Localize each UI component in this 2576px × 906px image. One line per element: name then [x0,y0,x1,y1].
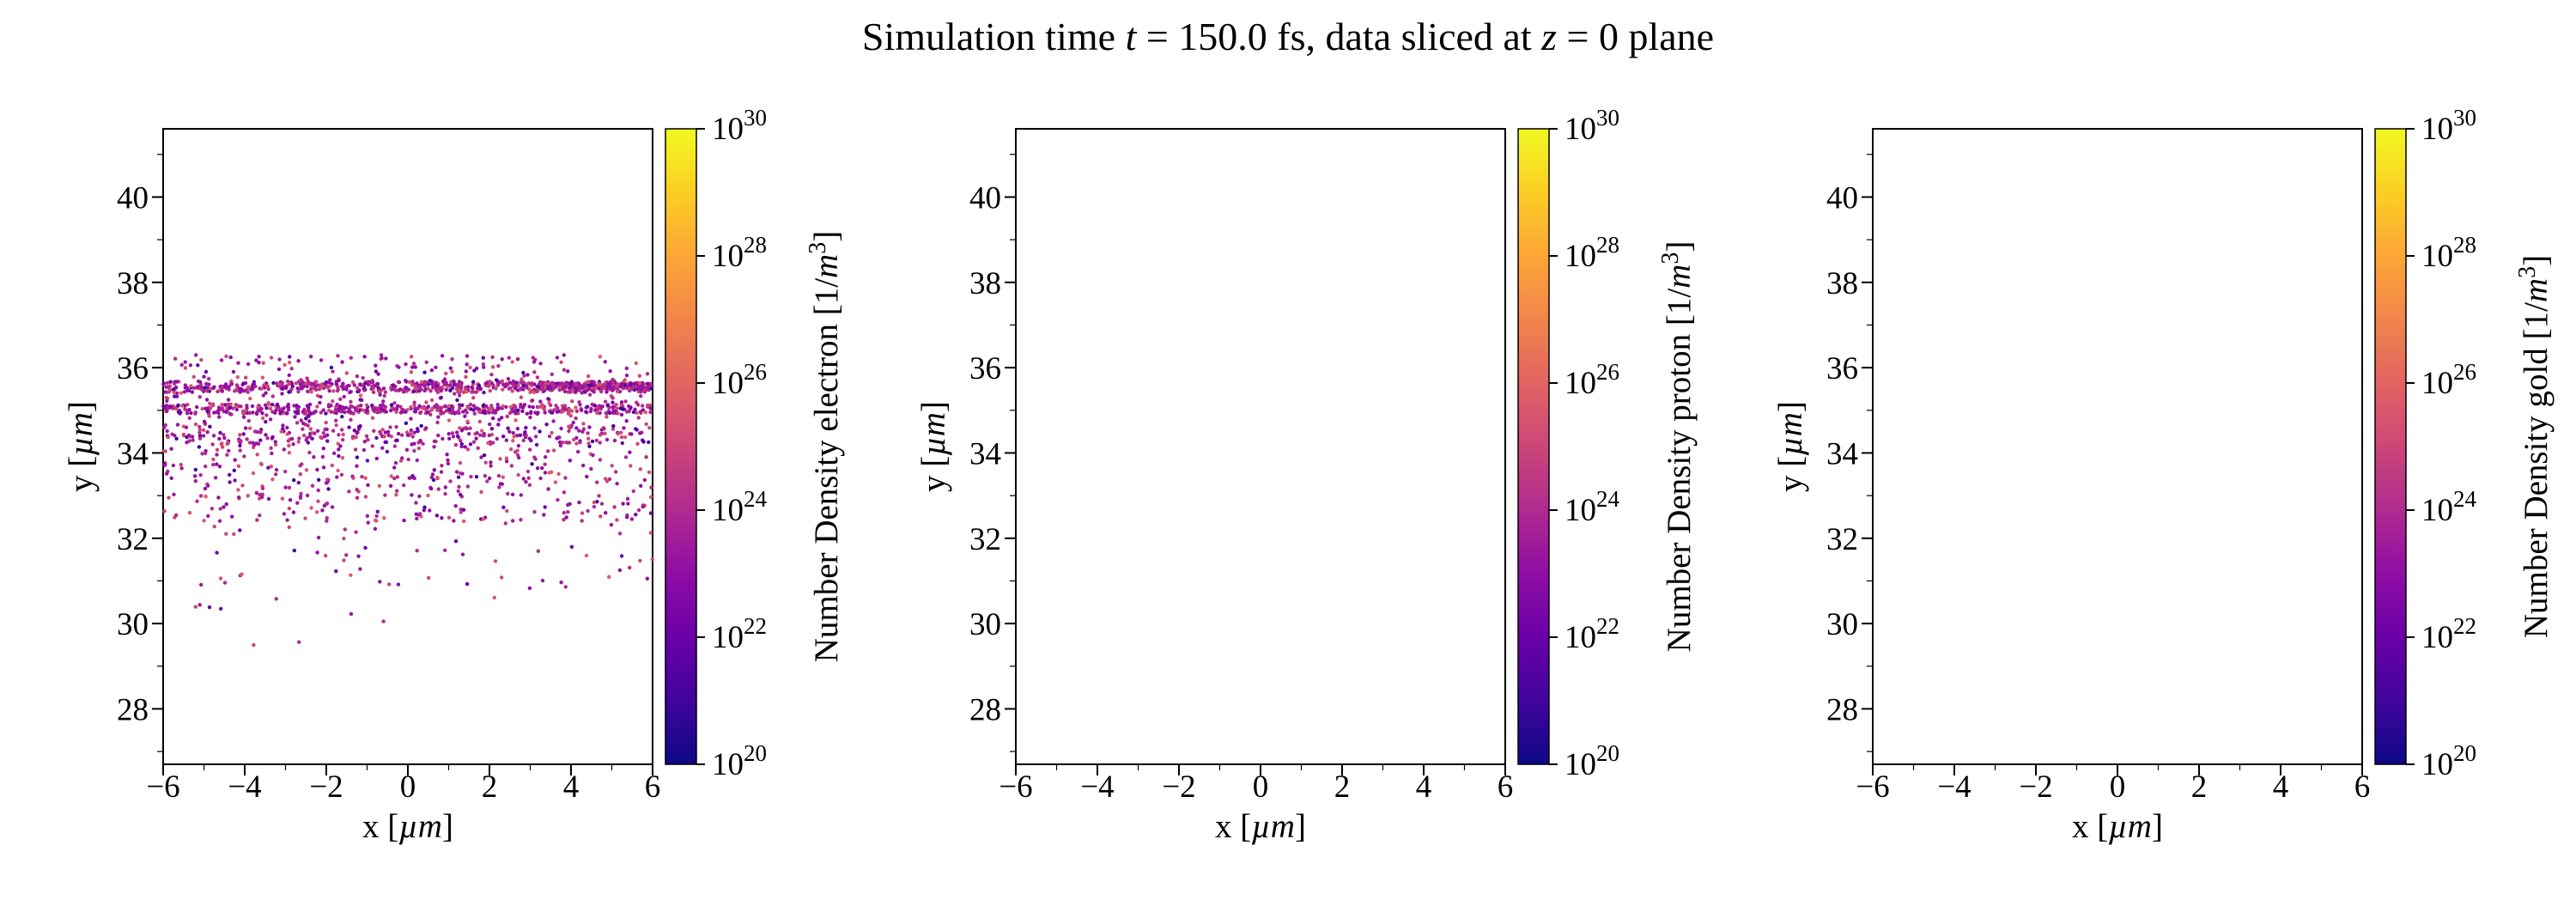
y-tick-label: 34 [117,436,149,471]
x-tick-label: −6 [146,769,179,805]
y-axis-label: y [µm] [915,401,952,492]
y-tick-label: 40 [969,180,1001,216]
panel-proton: −6 −4 −2 0 2 4 6 28 30 32 34 36 38 40 x [µm] y [µm] 1020… [900,0,1716,902]
colorbar-tick-label: 1024 [1564,486,1620,528]
colorbar-label: Number Density gold [1/m3] [2514,255,2555,638]
y-tick-label: 38 [117,266,149,301]
panel-electron: −6 −4 −2 0 2 4 6 28 30 32 34 36 38 40 x [µm] y [µm] 1020… [47,0,863,902]
x-tick-label: 0 [1253,769,1269,805]
colorbar-tick-label: 1030 [1564,105,1619,147]
y-tick-label: 36 [1826,351,1858,386]
colorbar-tick-label: 1030 [712,105,767,147]
x-tick-label: 0 [400,769,416,805]
y-tick-label: 28 [969,692,1001,727]
colorbar-tick-label: 1026 [712,359,767,401]
title-math-t: t [1125,15,1137,58]
plot-area [162,128,653,765]
x-tick-label: 0 [2110,769,2126,805]
title-prefix: Simulation time [861,15,1126,58]
y-tick-label: 28 [1826,692,1858,727]
colorbar-tick-label: 1022 [712,613,767,655]
colorbar-tick-label: 1024 [2421,486,2477,528]
x-tick-label: −6 [1856,769,1889,805]
x-tick-label: 4 [563,769,580,805]
y-tick-label: 32 [969,522,1001,557]
colorbar [2374,128,2407,765]
colorbar-tick-label: 1024 [712,486,768,528]
x-axis-label: x [µm] [362,808,453,845]
colorbar-tick-label: 1020 [712,740,767,782]
colorbar-tick-label: 1026 [2421,359,2476,401]
x-tick-label: −2 [1162,769,1195,805]
x-tick-label: −4 [1937,769,1971,805]
colorbar-tick-label: 1020 [1564,740,1619,782]
scatter-points [161,353,654,648]
y-tick-label: 28 [117,692,149,727]
colorbar-tick-label: 1026 [1564,359,1619,401]
y-tick-label: 40 [1826,180,1858,216]
y-axis-label: y [µm] [1772,401,1809,492]
x-tick-label: 4 [2273,769,2289,805]
plot-area [1872,128,2363,765]
x-tick-label: −6 [999,769,1032,805]
gold-subplot: −6 −4 −2 0 2 4 6 28 30 32 34 36 38 40 x [µm] y [µm] 1020… [1772,105,2555,845]
colorbar-tick-label: 1028 [2421,232,2476,274]
x-tick-label: −2 [309,769,343,805]
proton-subplot: −6 −4 −2 0 2 4 6 28 30 32 34 36 38 40 x [µm] y [µm] 1020… [915,105,1698,845]
colorbar-tick-label: 1022 [1564,613,1619,655]
y-tick-label: 30 [1826,607,1858,642]
colorbar-tick-label: 1022 [2421,613,2476,655]
colorbar [1517,128,1550,765]
x-tick-label: −4 [1080,769,1114,805]
x-tick-label: 4 [1416,769,1432,805]
y-tick-label: 38 [969,266,1001,301]
electron-subplot: −6 −4 −2 0 2 4 6 28 30 32 34 36 38 40 x [µm] y [µm] 1020… [63,105,845,845]
figure-title: Simulation time t = 150.0 fs, data slice… [0,14,2576,59]
x-axis-label: x [µm] [1215,808,1306,845]
x-tick-label: −4 [228,769,261,805]
y-axis-label: y [µm] [63,401,100,492]
y-tick-label: 32 [117,522,149,557]
x-tick-label: 6 [645,769,661,805]
y-tick-label: 36 [969,351,1001,386]
colorbar-tick-label: 1028 [1564,232,1619,274]
y-tick-label: 32 [1826,522,1858,557]
colorbar-tick-label: 1020 [2421,740,2476,782]
x-tick-label: 2 [482,769,498,805]
y-tick-label: 36 [117,351,149,386]
x-tick-label: −2 [2019,769,2052,805]
colorbar [665,128,697,765]
colorbar-tick-label: 1028 [712,232,767,274]
x-tick-label: 6 [1498,769,1514,805]
colorbar-label: Number Density proton [1/m3] [1657,241,1698,653]
plot-area [1015,128,1506,765]
title-math-z: z [1541,15,1558,58]
y-tick-label: 40 [117,180,149,216]
x-tick-label: 2 [1334,769,1351,805]
colorbar-label: Number Density electron [1/m3] [805,231,845,662]
x-axis-label: x [µm] [2072,808,2163,845]
y-tick-label: 34 [969,436,1001,471]
title-suffix: = 0 plane [1557,15,1715,58]
y-tick-label: 30 [117,607,149,642]
colorbar-tick-label: 1030 [2421,105,2476,147]
y-tick-label: 38 [1826,266,1858,301]
x-tick-label: 6 [2354,769,2371,805]
y-tick-label: 30 [969,607,1001,642]
panel-gold: −6 −4 −2 0 2 4 6 28 30 32 34 36 38 40 x [µm] y [µm] 1020… [1757,0,2573,902]
x-tick-label: 2 [2191,769,2208,805]
y-tick-label: 34 [1826,436,1858,471]
title-mid: = 150.0 fs, data sliced at [1136,15,1542,58]
